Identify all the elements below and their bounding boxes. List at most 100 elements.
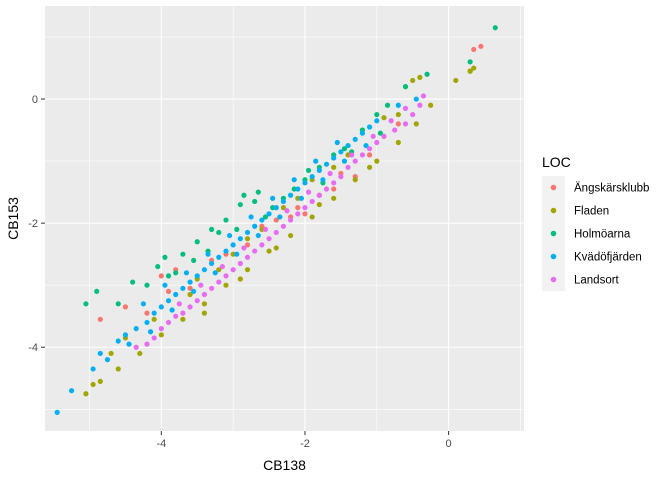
data-point	[302, 180, 308, 186]
data-point	[201, 310, 208, 316]
data-point	[144, 319, 150, 326]
data-point	[259, 242, 265, 248]
data-point	[241, 245, 247, 251]
data-point	[270, 205, 276, 211]
data-point	[395, 121, 401, 127]
data-point	[180, 316, 186, 322]
data-point	[273, 217, 279, 223]
data-point	[108, 350, 114, 357]
data-point	[201, 301, 208, 307]
data-point	[162, 282, 168, 288]
data-point	[248, 214, 254, 220]
data-point	[277, 214, 283, 220]
data-point	[266, 211, 272, 217]
data-point	[331, 164, 337, 170]
data-point	[216, 279, 222, 285]
data-point	[316, 167, 322, 174]
data-point	[417, 74, 423, 80]
data-point	[410, 111, 416, 118]
data-point	[230, 267, 236, 273]
data-point	[244, 229, 251, 236]
data-point	[413, 121, 419, 127]
legend-marker	[550, 276, 557, 283]
data-point	[262, 226, 269, 232]
legend-label: Fladen	[574, 206, 609, 218]
data-point	[97, 316, 103, 322]
data-point	[453, 77, 459, 84]
data-point	[266, 248, 272, 254]
data-point	[173, 313, 179, 319]
data-point	[158, 326, 164, 332]
data-point	[144, 282, 150, 288]
legend-marker	[550, 184, 557, 191]
data-point	[165, 288, 172, 295]
data-point	[244, 242, 251, 248]
data-point	[341, 158, 348, 164]
data-point	[244, 254, 251, 260]
data-points	[54, 25, 498, 415]
data-point	[334, 139, 340, 146]
data-point	[165, 273, 172, 279]
data-point	[234, 226, 240, 232]
data-point	[345, 142, 351, 149]
data-point	[140, 301, 146, 307]
data-point	[126, 341, 132, 347]
data-point	[83, 391, 89, 397]
data-point	[155, 263, 161, 270]
major-gridlines	[45, 6, 524, 431]
data-point	[223, 217, 229, 223]
data-point	[288, 232, 294, 239]
y-axis-title: CB153	[5, 197, 21, 240]
data-point	[162, 254, 168, 260]
data-point	[194, 273, 200, 279]
data-point	[327, 170, 333, 177]
data-point	[374, 139, 380, 146]
data-point	[230, 251, 236, 257]
data-point	[115, 338, 121, 344]
data-point	[363, 142, 369, 149]
data-point	[255, 189, 261, 195]
y-tick-label: -4	[28, 342, 38, 354]
data-point	[201, 267, 208, 273]
data-point	[381, 133, 387, 139]
data-point	[219, 263, 225, 270]
data-point	[331, 180, 337, 186]
data-point	[366, 124, 373, 130]
data-point	[492, 25, 498, 31]
data-point	[298, 195, 304, 201]
data-point	[295, 211, 301, 217]
data-point	[280, 205, 287, 211]
data-point	[420, 93, 427, 99]
data-point	[191, 257, 197, 263]
data-point	[295, 195, 301, 201]
legend-label: Holmöarna	[574, 229, 631, 241]
data-point	[209, 285, 215, 291]
data-point	[374, 111, 380, 118]
data-point	[270, 195, 276, 201]
data-point	[478, 43, 484, 49]
data-point	[284, 208, 290, 214]
data-point	[259, 226, 265, 232]
data-point	[212, 270, 218, 276]
legend-label: Kvädöfjärden	[574, 252, 642, 264]
data-point	[187, 304, 193, 310]
data-point	[331, 155, 337, 161]
data-point	[338, 149, 344, 155]
data-point	[374, 158, 380, 164]
data-point	[402, 84, 409, 90]
data-point	[302, 211, 308, 217]
data-point	[377, 130, 383, 136]
data-point	[237, 276, 243, 282]
data-point	[173, 270, 179, 276]
data-point	[323, 161, 330, 167]
data-point	[223, 273, 229, 279]
x-tick-label: -2	[300, 438, 310, 450]
data-point	[291, 186, 297, 192]
data-point	[305, 167, 312, 174]
data-point	[352, 177, 358, 183]
data-point	[381, 115, 387, 121]
data-point	[424, 71, 430, 77]
data-point	[205, 251, 211, 257]
legend-marker	[550, 230, 557, 237]
data-point	[338, 174, 344, 180]
